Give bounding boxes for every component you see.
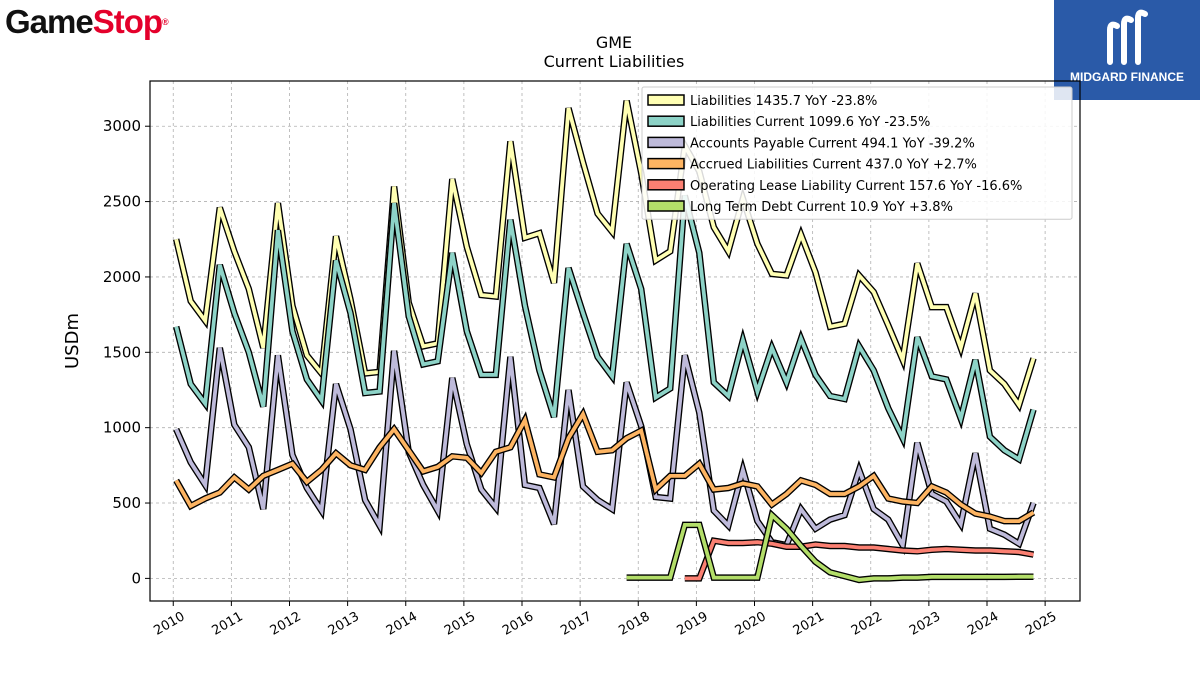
x-tick-label: 2023 [907,609,943,639]
legend: Liabilities 1435.7 YoY -23.8% Liabilities… [641,86,1073,220]
x-tick-label: 2014 [384,609,420,639]
legend-swatch [647,179,685,191]
x-tick-label: 2013 [326,609,362,639]
gamestop-logo: GameStop® [5,2,169,42]
series-line [174,195,1036,463]
x-tick-label: 2019 [675,609,711,639]
legend-entry: Liabilities 1435.7 YoY -23.8% [690,94,877,109]
y-tick-label: 0 [131,569,141,587]
gamestop-logo-game: Game [5,3,94,40]
series-line [174,100,1036,410]
legend-swatch [647,115,685,127]
series-line [174,347,1036,551]
gamestop-logo-mark: ® [162,17,169,27]
series-line [684,538,1034,581]
y-tick-label: 1500 [103,343,141,361]
legend-swatch [647,200,685,212]
y-axis: 0 500 1000 1500 2000 2500 3000 [103,117,150,587]
gamestop-logo-stop: Stop [92,3,163,40]
legend-swatch [647,157,685,170]
chart-subtitle: Current Liabilities [544,52,685,71]
x-tick-label: 2021 [791,609,827,639]
x-tick-label: 2024 [965,609,1001,639]
x-tick-label: 2015 [442,609,478,639]
legend-entry: Accounts Payable Current 494.1 YoY -39.2… [690,136,975,151]
y-tick-label: 3000 [103,117,141,135]
series-line [626,511,1034,582]
x-tick-label: 2011 [210,609,246,639]
midgard-finance-logo: MIDGARD FINANCE [1054,0,1200,100]
y-tick-label: 2500 [103,193,141,211]
y-tick-label: 500 [112,494,141,512]
series-lines [173,99,1037,584]
series-line [174,409,1035,523]
x-tick-label: 2017 [558,609,594,639]
x-tick-label: 2018 [616,609,652,639]
plot-area-frame [149,80,1081,602]
legend-entry: Liabilities Current 1099.6 YoY -23.5% [690,115,930,130]
y-tick-label: 2000 [103,268,141,286]
x-axis: 2010 2011 2012 2013 2014 2015 2016 2017 2018 2019… [151,601,1059,639]
y-tick-label: 1000 [103,419,141,437]
midgard-m-icon [1107,9,1148,65]
legend-frame [641,86,1073,220]
legend-entry: Long Term Debt Current 10.9 YoY +3.8% [690,200,953,215]
midgard-finance-text: MIDGARD FINANCE [1070,70,1184,84]
chart-title: GME [596,33,632,52]
x-tick-label: 2016 [500,609,536,639]
x-tick-label: 2022 [849,609,885,639]
legend-swatch [647,136,685,149]
legend-swatch [647,94,685,106]
x-tick-label: 2012 [268,609,304,639]
x-tick-label: 2020 [733,609,769,639]
legend-entry: Operating Lease Liability Current 157.6 … [690,179,1022,194]
y-axis-label: USDm [62,313,83,369]
x-tick-label: 2025 [1023,609,1059,639]
legend-entry: Accrued Liabilities Current 437.0 YoY +2… [690,158,977,173]
x-tick-label: 2010 [151,609,187,639]
